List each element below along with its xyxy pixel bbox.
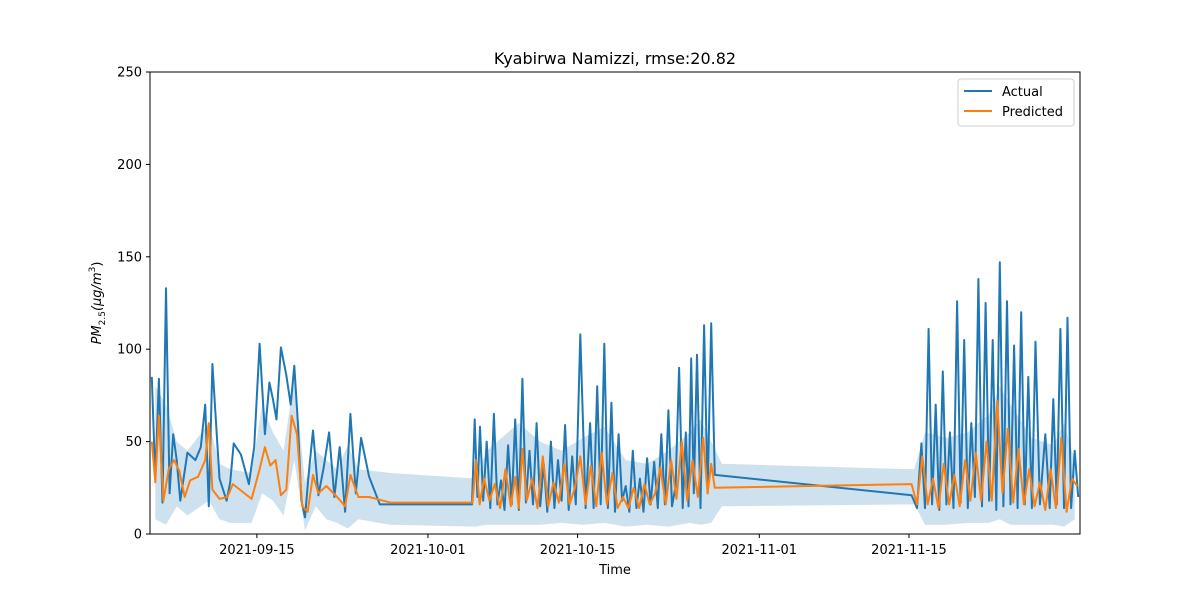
x-tick-label: 2021-10-15 [540, 543, 616, 558]
x-axis: 2021-09-15 2021-10-01 2021-10-15 2021-11-01… [219, 534, 947, 558]
legend: Actual Predicted [957, 78, 1075, 127]
y-axis-label: PM2.5(μg/m3) [88, 262, 108, 345]
series-line-predicted [150, 399, 1079, 513]
y-tick-label: 0 [134, 528, 142, 543]
chart-title: Kyabirwa Namizzi, rmse:20.82 [494, 49, 736, 68]
y-tick-label: 150 [117, 250, 142, 265]
y-tick-label: 100 [117, 343, 142, 358]
legend-label-predicted: Predicted [1002, 105, 1063, 120]
y-axis: 0 50 100 150 200 250 [117, 66, 150, 543]
y-axis-label-sup: 3 [88, 267, 98, 273]
y-tick-label: 200 [117, 158, 142, 173]
y-axis-label-units: (μg/m [90, 272, 105, 311]
axes-frame [149, 71, 1081, 535]
y-tick-label: 250 [117, 66, 142, 81]
confidence-band [155, 376, 1075, 531]
legend-label-actual: Actual [1002, 85, 1043, 100]
plot-area [150, 261, 1080, 531]
y-axis-label-main: PM [90, 325, 105, 344]
y-axis-label-sub: 2.5 [98, 311, 108, 325]
x-tick-label: 2021-11-15 [871, 543, 947, 558]
x-tick-label: 2021-11-01 [722, 543, 798, 558]
y-tick-label: 50 [125, 435, 142, 450]
x-tick-label: 2021-09-15 [219, 543, 295, 558]
x-tick-label: 2021-10-01 [390, 543, 466, 558]
x-axis-label: Time [598, 563, 631, 578]
y-axis-label-close: ) [90, 262, 105, 267]
